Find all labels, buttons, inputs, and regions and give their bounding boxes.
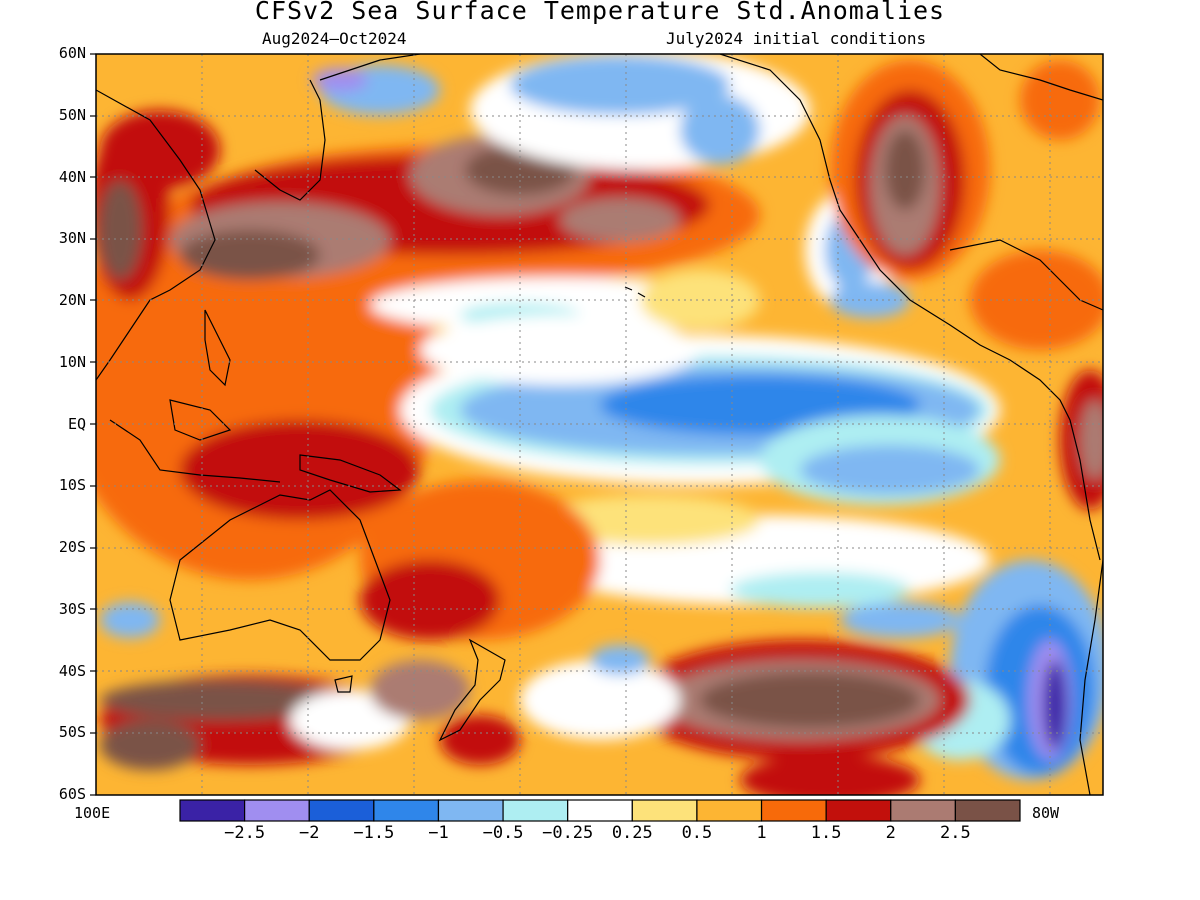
colorbar-swatch xyxy=(179,799,246,822)
forecast-period: Aug2024–Oct2024 xyxy=(262,29,407,48)
south-america-coast xyxy=(1079,559,1103,795)
north-america-coast xyxy=(719,54,1101,561)
philippines-coast xyxy=(204,309,231,387)
latitude-label: 40S xyxy=(58,661,86,680)
kamchatka-coast xyxy=(319,54,421,81)
colorbar-label: 2 xyxy=(885,823,896,843)
australia-coast xyxy=(169,489,391,661)
initial-conditions: July2024 initial conditions xyxy=(666,29,927,48)
colorbar-label: −0.5 xyxy=(482,823,524,843)
colorbar-swatch xyxy=(825,799,892,822)
latitude-label: 30N xyxy=(58,229,86,248)
latitude-label: 10N xyxy=(58,352,86,371)
asia-coast xyxy=(96,89,216,381)
indonesia-coast xyxy=(109,399,281,483)
colorbar-swatch xyxy=(244,799,310,822)
latitude-label: 60S xyxy=(58,785,86,803)
latitude-label: 20N xyxy=(58,291,86,309)
colorbar-label: 1.5 xyxy=(810,823,842,843)
latitude-label: 30S xyxy=(58,599,86,618)
colorbar-label: −2 xyxy=(298,823,320,843)
longitude-label-right: 80W xyxy=(1032,804,1060,822)
colorbar-swatch xyxy=(308,799,375,822)
coastlines xyxy=(96,54,1103,795)
tasmania-coast xyxy=(334,675,353,693)
colorbar xyxy=(179,799,1021,822)
colorbar-swatch xyxy=(373,799,440,822)
colorbar-swatch xyxy=(696,799,763,822)
japan-coast xyxy=(254,79,326,201)
colorbar-label: −1 xyxy=(428,823,449,843)
longitude-label-left: 100E xyxy=(74,804,111,822)
colorbar-swatch xyxy=(631,799,698,822)
colorbar-label: −1.5 xyxy=(353,823,395,843)
colorbar-swatch xyxy=(760,799,827,822)
colorbar-swatch xyxy=(437,799,504,822)
latitude-label: 20S xyxy=(58,538,86,556)
new-guinea-coast xyxy=(299,454,402,493)
latitude-label: 60N xyxy=(58,44,86,62)
lat-ticks xyxy=(90,53,96,796)
colorbar-label: 1 xyxy=(756,823,767,843)
latitude-label: 50S xyxy=(58,723,86,742)
latitude-label: 10S xyxy=(58,476,86,495)
hudson-coast xyxy=(979,54,1103,101)
colorbar-label: 0.25 xyxy=(611,823,653,843)
latitude-label: EQ xyxy=(67,414,86,433)
new-zealand-coast xyxy=(438,638,506,742)
latitude-label: 50N xyxy=(58,105,86,124)
colorbar-swatch xyxy=(502,799,569,822)
colorbar-swatch xyxy=(567,799,633,822)
colorbar-swatch xyxy=(954,799,1021,822)
colorbar-label: −0.25 xyxy=(542,823,594,843)
latitude-label: 40N xyxy=(58,167,86,186)
map-title: CFSv2 Sea Surface Temperature Std.Anomal… xyxy=(254,0,946,25)
hawaii-islands xyxy=(624,286,646,298)
colorbar-swatch xyxy=(890,799,956,822)
colorbar-label: 0.5 xyxy=(681,823,713,843)
colorbar-label: 2.5 xyxy=(940,823,971,843)
colorbar-label: −2.5 xyxy=(224,823,266,843)
